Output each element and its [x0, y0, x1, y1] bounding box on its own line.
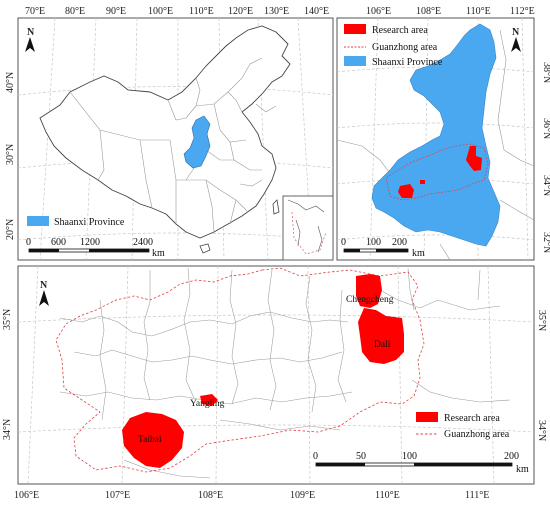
lat-tick: 35°N — [536, 310, 547, 331]
scale-bar-a: 0 600 1200 2400 km — [26, 237, 165, 259]
panel-b-legend: Research area Guanzhong area Shaanxi Pro… — [344, 24, 443, 68]
scale-label: 600 — [51, 237, 66, 248]
lon-tick: 80°E — [65, 6, 85, 17]
lat-tick: 34°N — [536, 420, 547, 441]
legend-swatch-shaanxi — [27, 216, 49, 226]
lon-tick: 100°E — [148, 6, 173, 17]
city-label-yangling: Yangling — [190, 399, 225, 409]
legend-label-guanzhong: Guanzhong area — [444, 429, 510, 440]
lat-tick: 35°N — [2, 309, 13, 330]
north-arrow-icon: N — [511, 27, 521, 52]
lat-tick: 36°N — [541, 118, 550, 139]
panel-c-guanzhong-map: 35°N 34°N 35°N 34°N 106°E 107°E 108°E 10… — [2, 265, 547, 501]
scale-label: 100 — [402, 451, 417, 462]
county-boundaries — [59, 267, 511, 479]
scale-label: 100 — [366, 237, 381, 248]
north-arrow-icon: N — [39, 280, 49, 306]
panel-c-frame — [17, 265, 535, 485]
scale-label: 0 — [341, 237, 346, 248]
research-area-chengcheng — [356, 274, 382, 308]
lon-tick: 110°E — [375, 490, 400, 501]
lon-tick: 70°E — [25, 6, 45, 17]
guanzhong-area-boundary — [55, 267, 425, 473]
lat-tick: 34°N — [541, 175, 550, 196]
lon-tick: 109°E — [290, 490, 315, 501]
lat-tick: 34°N — [2, 419, 13, 440]
south-china-sea-inset — [282, 195, 334, 261]
lon-tick: 106°E — [14, 490, 39, 501]
lon-tick: 106°E — [366, 6, 391, 17]
neighbour-boundaries — [336, 29, 535, 261]
legend-label-shaanxi: Shaanxi Province — [54, 217, 125, 228]
lat-tick: 32°N — [541, 232, 550, 253]
panel-a-china-map: 70°E 80°E 90°E 100°E 110°E 120°E 130°E 1… — [5, 6, 334, 261]
lon-tick: 110°E — [466, 6, 491, 17]
lon-tick: 140°E — [304, 6, 329, 17]
scale-bar-c: 0 50 100 200 km — [313, 451, 529, 475]
legend-swatch-research — [344, 24, 366, 34]
scale-label: 0 — [313, 451, 318, 462]
guanzhong-area-outline — [385, 143, 489, 201]
scale-label: 50 — [356, 451, 366, 462]
inset-coastline — [287, 199, 325, 253]
inset-dash-line — [291, 211, 327, 255]
lat-tick: 40°N — [5, 72, 16, 93]
scale-unit: km — [516, 464, 529, 475]
city-label-chengcheng: Chengcheng — [346, 295, 394, 305]
research-area-yangling — [200, 394, 218, 406]
scale-label: 1200 — [80, 237, 100, 248]
scale-label: 0 — [26, 237, 31, 248]
north-label: N — [512, 27, 520, 38]
research-area-taibai — [122, 412, 184, 468]
legend-label-guanzhong: Guanzhong area — [372, 42, 438, 53]
legend-label-research: Research area — [372, 25, 428, 36]
research-area-north — [466, 146, 482, 171]
legend-swatch-research — [416, 412, 438, 422]
north-label: N — [27, 27, 35, 38]
research-area-dali — [358, 308, 404, 364]
lon-tick: 120°E — [228, 6, 253, 17]
lon-tick: 112°E — [510, 6, 535, 17]
north-arrow-icon: N — [25, 27, 35, 52]
panel-b-shaanxi-map: 106°E 108°E 110°E 112°E 38°N 36°N 34°N 3… — [336, 6, 550, 261]
research-area-yangling — [420, 180, 425, 184]
lon-tick: 110°E — [189, 6, 214, 17]
scale-unit: km — [412, 248, 425, 259]
province-boundaries — [69, 57, 277, 233]
lat-tick: 38°N — [541, 62, 550, 83]
legend-swatch-shaanxi — [344, 56, 366, 66]
scale-unit: km — [152, 248, 165, 259]
lon-tick: 108°E — [198, 490, 223, 501]
scale-label: 2400 — [133, 237, 153, 248]
lat-tick: 20°N — [5, 219, 16, 240]
lat-tick: 30°N — [5, 144, 16, 165]
scale-bar-b: 0 100 200 km — [341, 237, 425, 259]
lon-tick: 130°E — [264, 6, 289, 17]
shaanxi-province-highlight — [183, 115, 211, 169]
lon-tick: 108°E — [416, 6, 441, 17]
north-label: N — [40, 280, 48, 291]
hainan-island — [199, 243, 211, 254]
lon-tick: 90°E — [106, 6, 126, 17]
scale-label: 200 — [504, 451, 519, 462]
city-label-dali: Dali — [374, 340, 391, 350]
lon-tick: 111°E — [465, 490, 489, 501]
panel-c-legend: Research area Guanzhong area — [416, 412, 510, 440]
research-area-west — [398, 184, 414, 198]
lon-tick: 107°E — [105, 490, 130, 501]
graticule — [17, 265, 535, 485]
city-label-taibai: Taibai — [138, 435, 162, 445]
taiwan-island — [272, 199, 280, 215]
legend-label-shaanxi: Shaanxi Province — [372, 57, 443, 68]
scale-label: 200 — [392, 237, 407, 248]
legend-label-research: Research area — [444, 413, 500, 424]
